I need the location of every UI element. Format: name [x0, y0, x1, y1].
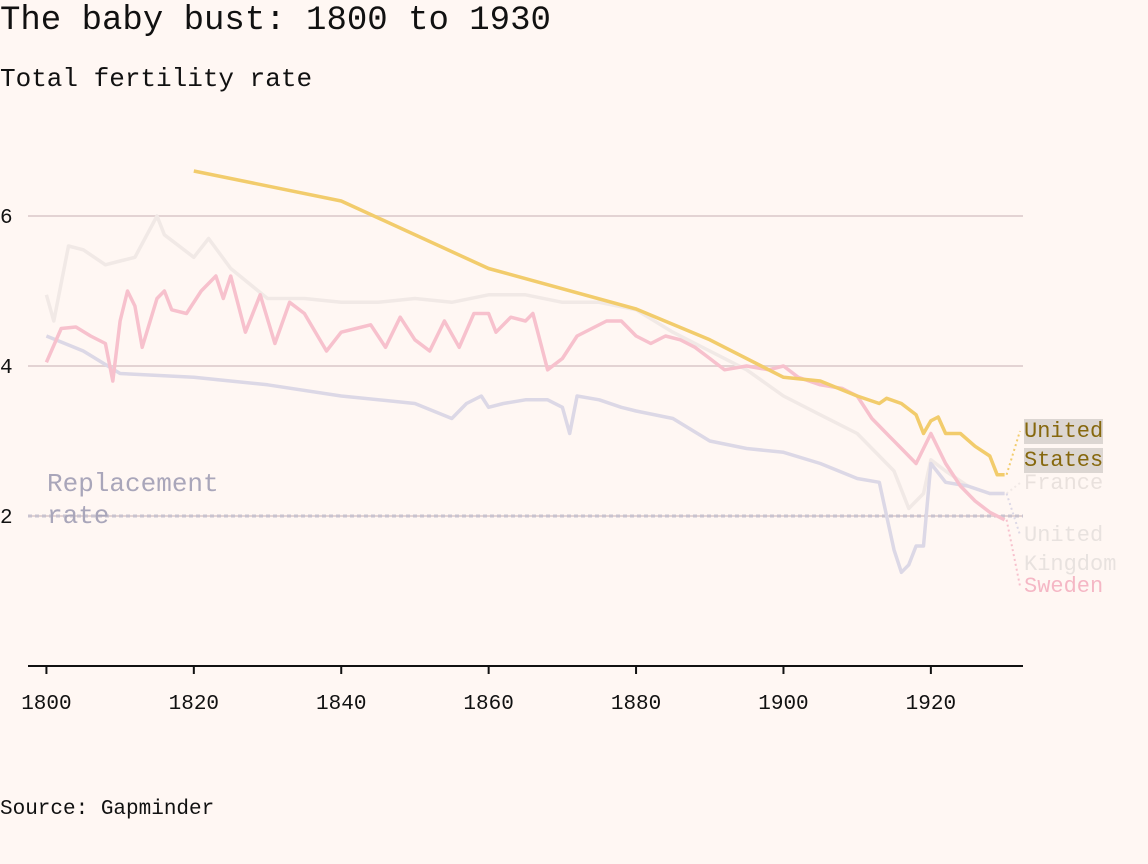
chart-subtitle: Total fertility rate: [0, 64, 313, 94]
label-connector: [1005, 519, 1021, 587]
series-line: [45, 334, 1005, 575]
chart-title: The baby bust: 1800 to 1930: [0, 2, 551, 40]
label-connector: [1005, 430, 1021, 476]
x-tick-label: 1820: [169, 693, 219, 716]
series-line: [44, 214, 1005, 511]
series-label: France: [1024, 471, 1104, 496]
series-label: United States: [1024, 419, 1104, 473]
x-tick-label: 1840: [316, 693, 366, 716]
x-tick-label: 1860: [463, 693, 513, 716]
x-tick-label: 1800: [21, 693, 71, 716]
label-connector: [1005, 493, 1021, 536]
y-tick-label: 6: [0, 207, 13, 230]
label-connector: [1005, 482, 1021, 495]
x-tick-label: 1920: [906, 693, 956, 716]
x-tick-label: 1900: [758, 693, 808, 716]
series-label: United Kingdom: [1024, 523, 1117, 577]
annotation: Replacement rate: [47, 469, 219, 531]
x-tick-label: 1880: [611, 693, 661, 716]
series-label: Sweden: [1024, 574, 1104, 599]
source: Source: Gapminder: [0, 798, 215, 821]
y-tick-label: 2: [0, 507, 13, 530]
y-tick-label: 4: [0, 357, 13, 380]
series-line: [193, 169, 1005, 477]
